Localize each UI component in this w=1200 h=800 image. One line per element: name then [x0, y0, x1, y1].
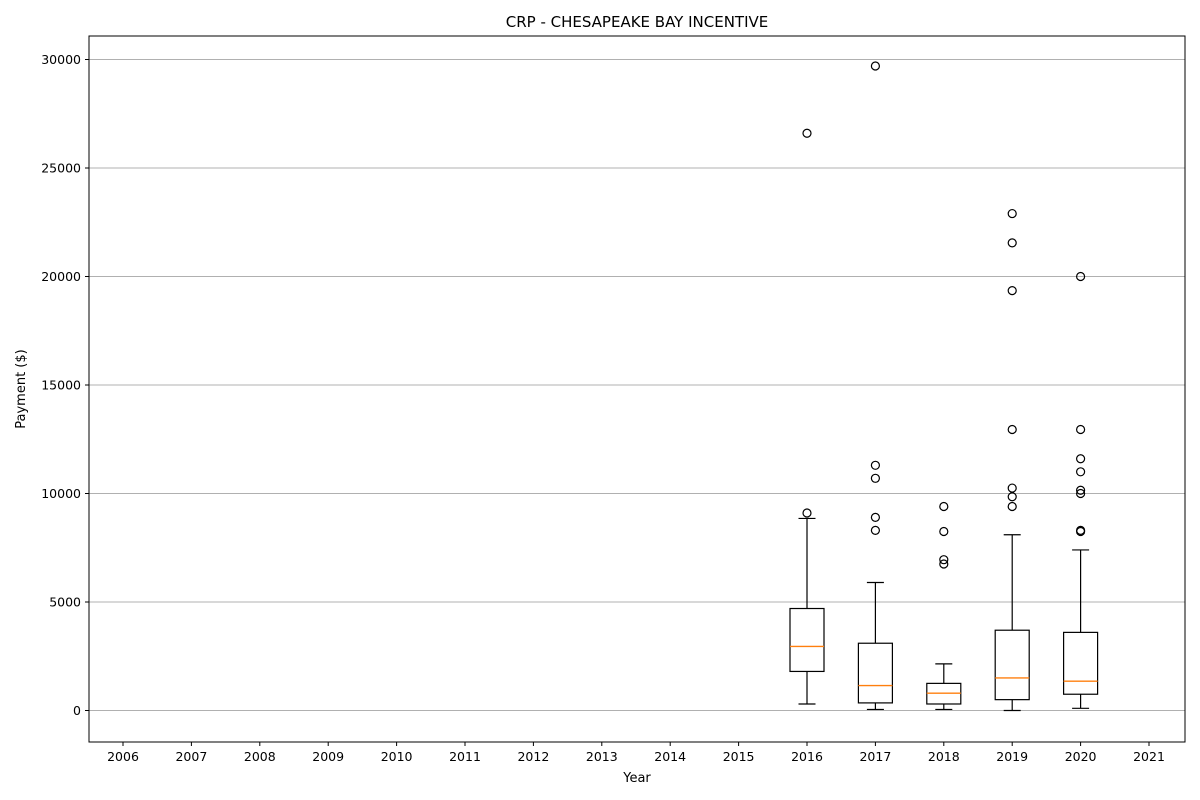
x-tick-label: 2015 — [723, 749, 755, 764]
iqr-box — [789, 607, 825, 673]
x-axis-label: Year — [622, 771, 651, 786]
y-tick-label: 25000 — [41, 161, 81, 176]
outlier-point — [1007, 208, 1017, 219]
grid-lines — [89, 59, 1185, 711]
outlier-point — [870, 460, 881, 470]
box-2019 — [994, 208, 1030, 712]
y-tick-label: 15000 — [41, 378, 81, 393]
x-tick-label: 2018 — [928, 749, 960, 764]
outlier-point — [870, 61, 881, 71]
box-2018 — [926, 501, 962, 711]
y-tick-label: 20000 — [41, 269, 81, 284]
outlier-point — [1075, 525, 1086, 535]
outlier-point — [1007, 483, 1017, 493]
outlier-point — [1007, 492, 1017, 502]
outlier-point — [939, 559, 949, 569]
outlier-point — [1075, 488, 1086, 499]
box-2017 — [857, 61, 894, 711]
iqr-box — [994, 629, 1030, 701]
y-tick-label: 10000 — [41, 486, 81, 501]
x-tick-label: 2010 — [381, 749, 413, 764]
outlier-point — [1075, 271, 1086, 282]
outlier-point — [1075, 467, 1086, 477]
x-tick-label: 2020 — [1065, 749, 1097, 764]
outlier-point — [939, 501, 949, 512]
x-tick-label: 2012 — [517, 749, 549, 764]
box-series — [789, 61, 1099, 712]
outlier-point — [1075, 454, 1086, 464]
x-tick-label: 2013 — [586, 749, 618, 764]
outlier-point — [870, 473, 881, 483]
y-axis: 0 5000 10000 15000 20000 25000 30000 — [41, 52, 89, 718]
y-axis-label: Payment ($) — [14, 349, 29, 428]
outlier-point — [1007, 501, 1017, 512]
outlier-point — [802, 128, 812, 138]
x-tick-label: 2011 — [449, 749, 481, 764]
box-2016 — [789, 128, 825, 705]
x-tick-label: 2007 — [175, 749, 207, 764]
box-2020 — [1062, 271, 1099, 709]
chart-title: CRP - CHESAPEAKE BAY INCENTIVE — [506, 13, 769, 31]
outlier-point — [1075, 485, 1086, 495]
outlier-point — [802, 508, 812, 518]
x-tick-label: 2019 — [996, 749, 1028, 764]
outlier-point — [939, 555, 949, 565]
x-axis: 2006 2007 2008 2009 2010 2011 2012 2013 2014 2015… — [107, 742, 1165, 764]
outlier-point — [870, 512, 881, 522]
x-tick-label: 2009 — [312, 749, 344, 764]
plot-area-frame — [88, 35, 1186, 743]
x-tick-label: 2017 — [859, 749, 891, 764]
y-tick-label: 30000 — [41, 52, 81, 67]
outlier-point — [1007, 238, 1017, 248]
x-tick-label: 2021 — [1133, 749, 1165, 764]
x-tick-label: 2006 — [107, 749, 139, 764]
iqr-box — [857, 642, 894, 704]
outlier-point — [870, 525, 881, 535]
iqr-box — [1062, 631, 1099, 695]
outlier-point — [1007, 424, 1017, 435]
y-tick-label: 5000 — [49, 595, 81, 610]
x-tick-label: 2014 — [654, 749, 686, 764]
outlier-point — [1075, 424, 1086, 435]
outlier-point — [939, 526, 949, 537]
x-tick-label: 2008 — [244, 749, 276, 764]
y-tick-label: 0 — [73, 703, 81, 718]
x-tick-label: 2016 — [791, 749, 823, 764]
outlier-point — [1007, 286, 1017, 296]
